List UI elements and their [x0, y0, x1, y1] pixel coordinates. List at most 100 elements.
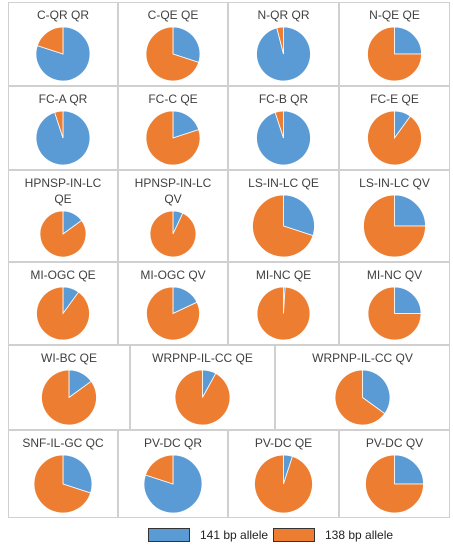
pie-slice [367, 26, 422, 82]
pie-cell: PV-DC QV [339, 430, 450, 518]
pie [146, 286, 200, 341]
pie [143, 454, 203, 514]
pie-slice [367, 286, 422, 341]
pie [35, 26, 91, 82]
pie-title: FC-A QR [38, 92, 88, 106]
pie-slice [362, 369, 391, 415]
pie-slice [39, 210, 87, 258]
pie-cell: MI-OGC QV [118, 262, 228, 345]
pie [256, 286, 311, 341]
legend-swatch [273, 528, 315, 542]
pie [254, 454, 313, 514]
pie-slice [36, 286, 90, 341]
pie-title: C-QE QE [147, 8, 199, 22]
pie-cell: MI-NC QV [339, 262, 450, 345]
pie [149, 210, 197, 258]
pie-slice [276, 26, 284, 55]
pie-cell: PV-DC QE [228, 430, 339, 518]
pie-slice [334, 369, 386, 426]
pie [256, 26, 311, 82]
pie-cell: FC-B QR [228, 86, 339, 170]
pie-title: N-QE QE [369, 8, 420, 22]
pie [367, 286, 422, 341]
pie-slice [33, 454, 92, 514]
pie [256, 110, 311, 166]
legend-label: 138 bp allele [325, 528, 394, 542]
pie-title: MI-OGC QE [30, 268, 96, 282]
pie-cell: WI-BC QE [8, 345, 130, 430]
legend-label: 141 bp allele [200, 528, 269, 542]
pie-cell: WRPNP-IL-CC QV [275, 345, 450, 430]
pie [367, 110, 422, 166]
pie-cell: FC-E QE [339, 86, 450, 170]
pie-title: MI-OGC QV [140, 268, 206, 282]
pie-slice [174, 369, 231, 426]
pie-slice [62, 454, 93, 494]
pie-slice [145, 110, 201, 166]
pie [41, 369, 97, 426]
pie-title: C-QR QR [37, 8, 89, 22]
pie-slice [146, 286, 200, 341]
legend-item: 138 bp allele [273, 528, 393, 542]
pie-cell: LS-IN-LC QV [339, 170, 450, 262]
pie-title: WI-BC QE [41, 351, 97, 365]
pie-slice [41, 369, 97, 426]
pie-cell: C-QR QR [8, 2, 118, 86]
pie [33, 454, 93, 514]
pie-slice [144, 454, 174, 485]
pie-title: HPNSP-IN-LC QE [24, 176, 102, 206]
pie-cell: MI-OGC QE [8, 262, 118, 345]
pie-slice [394, 286, 422, 314]
pie-cell: N-QR QR [228, 2, 339, 86]
pie-title: FC-C QE [148, 92, 198, 106]
pie-slice [283, 194, 315, 237]
pie [35, 110, 91, 166]
pie-title: SNF-IL-GC QC [22, 436, 104, 450]
pie-title: FC-B QR [258, 92, 309, 106]
pie [145, 26, 201, 82]
pie-title: PV-DC QR [143, 436, 202, 450]
pie [367, 26, 422, 82]
pie-slice [394, 26, 422, 55]
pie-slice [363, 194, 426, 258]
pie-cell: WRPNP-IL-CC QE [130, 345, 275, 430]
pie-slice [54, 110, 64, 139]
pie-cell: FC-C QE [118, 86, 228, 170]
pie-title: N-QR QR [257, 8, 310, 22]
pie-title: MI-NC QE [255, 268, 312, 282]
pie-slice [172, 26, 201, 63]
pie-title: LS-IN-LC QE [248, 176, 319, 190]
pie-cell: C-QE QE [118, 2, 228, 86]
pie-cell: LS-IN-LC QE [228, 170, 339, 262]
pie-slice [367, 110, 422, 166]
pie-title: FC-E QE [370, 92, 419, 106]
pie-slice [36, 26, 64, 55]
pie-title: HPNSP-IN-LC QV [134, 176, 212, 206]
pie-slice [143, 454, 203, 514]
legend-item: 141 bp allele [148, 528, 268, 542]
pie-cell: SNF-IL-GC QC [8, 430, 118, 518]
pie-cell: PV-DC QR [118, 430, 228, 518]
pie-title: PV-DC QV [365, 436, 424, 450]
pie [334, 369, 391, 426]
pie [252, 194, 315, 258]
pie [363, 194, 426, 258]
pie-title: MI-NC QV [366, 268, 423, 282]
pie-slice [394, 454, 424, 485]
pie-slice [252, 194, 314, 258]
pie [365, 454, 424, 514]
pie-slice [256, 286, 311, 341]
pie-title: PV-DC QE [254, 436, 313, 450]
pie [39, 210, 87, 258]
pie-slice [145, 26, 200, 82]
pie [174, 369, 231, 426]
pie [36, 286, 90, 341]
pie-slice [254, 454, 313, 514]
pie-cell: HPNSP-IN-LC QE [8, 170, 118, 262]
pie-cell: MI-NC QE [228, 262, 339, 345]
pie-title: WRPNP-IL-CC QV [312, 351, 413, 365]
pie-slice [394, 194, 426, 227]
pie-slice [365, 454, 424, 514]
legend-swatch [148, 528, 190, 542]
pie-title: WRPNP-IL-CC QE [152, 351, 253, 365]
